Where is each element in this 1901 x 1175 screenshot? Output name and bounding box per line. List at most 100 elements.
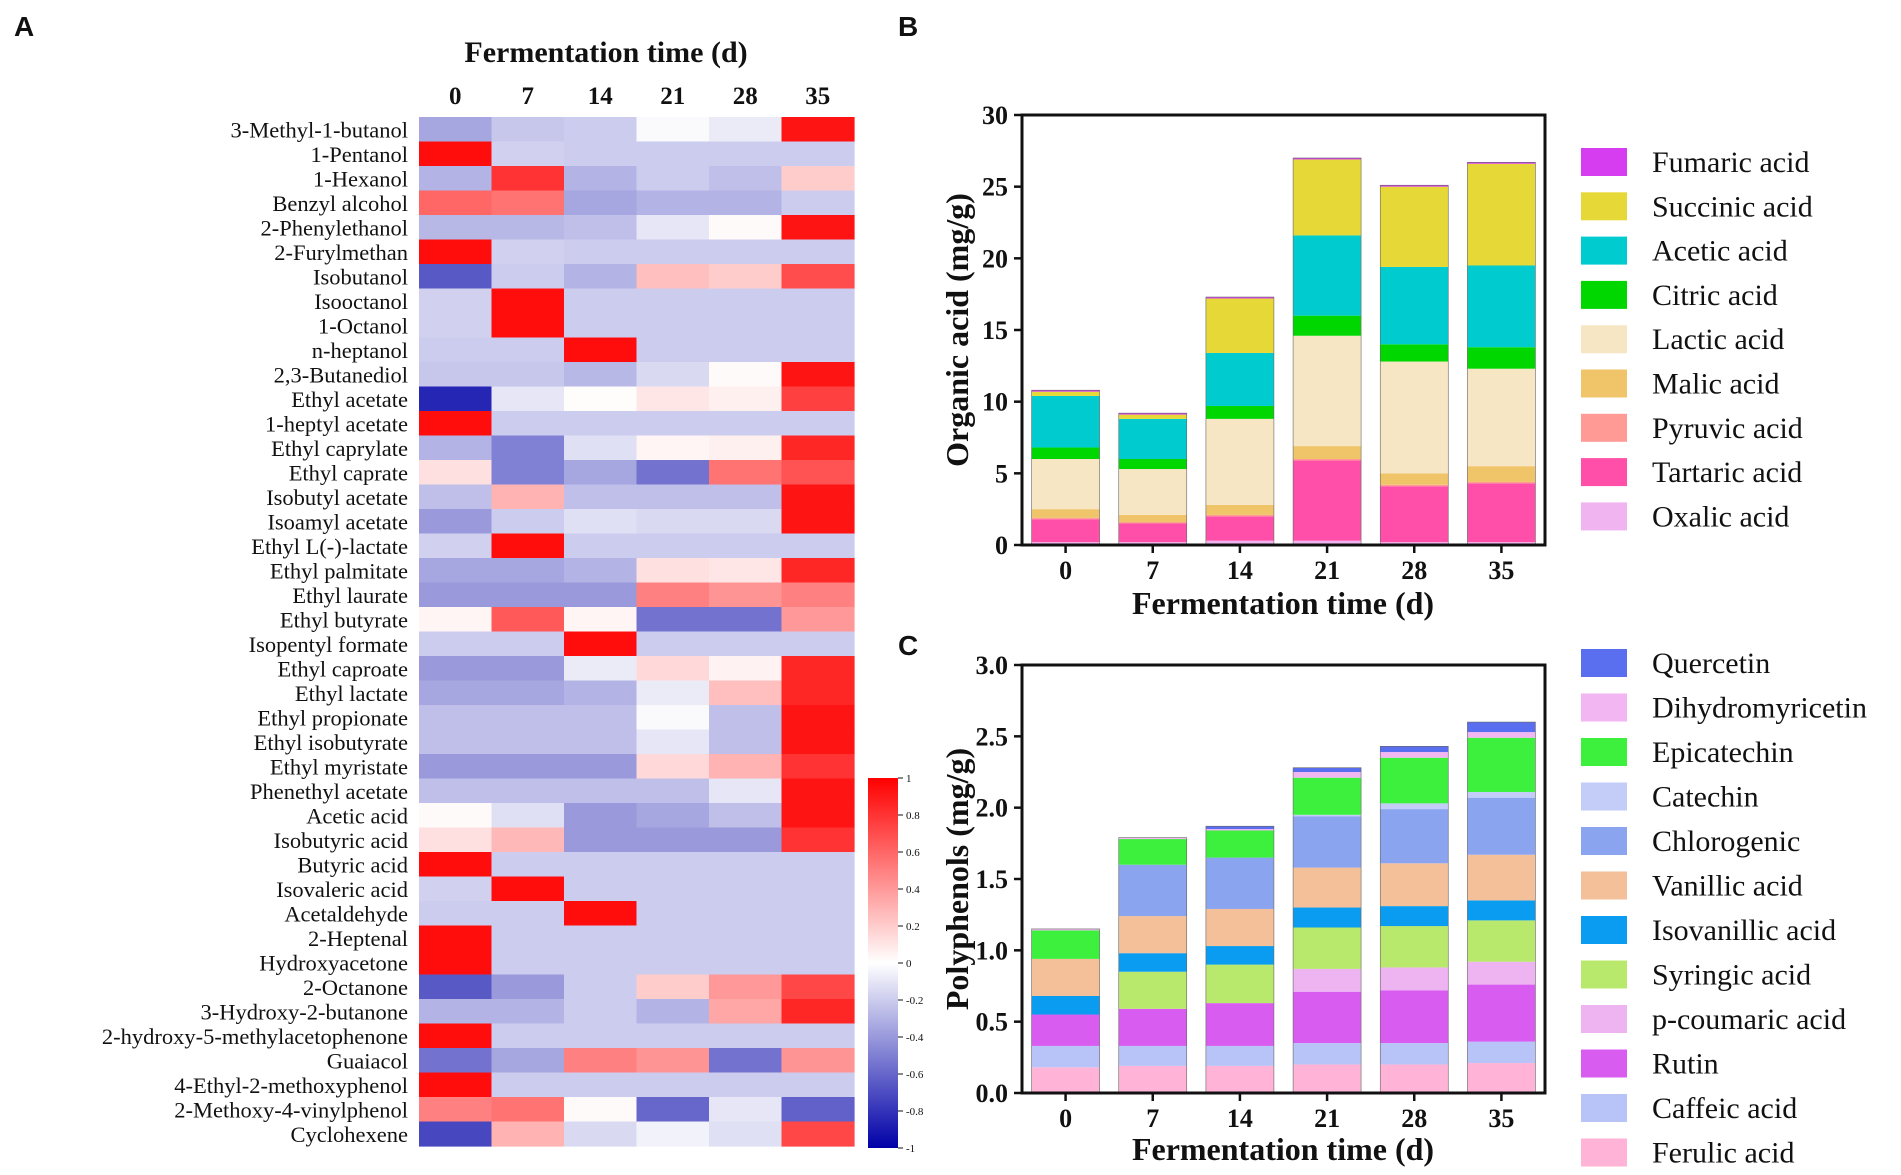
heatmap-cell [636, 901, 710, 927]
polyphenol-bar-segment [1293, 907, 1362, 928]
heatmap-cell [636, 925, 710, 951]
heatmap-cell [781, 656, 855, 682]
heatmap-row-label: 2-Phenylethanol [261, 215, 408, 240]
heatmap-cell [419, 876, 493, 902]
heatmap-cell [636, 656, 710, 682]
polyphenol-bar-segment [1205, 857, 1274, 909]
heatmap-cell [491, 631, 565, 657]
legend-swatch [1581, 693, 1627, 722]
heatmap-cell [491, 141, 565, 167]
polyphenol-bar-segment [1118, 1045, 1187, 1066]
heatmap-cell [709, 925, 783, 951]
heatmap-cell [491, 778, 565, 804]
heatmap-row-label: n-heptanol [312, 338, 408, 363]
organic-acid-bar-segment [1031, 519, 1100, 543]
heatmap-cell [564, 117, 638, 143]
heatmap-row-label: Hydroxyacetone [259, 950, 408, 975]
heatmap-cell [419, 484, 493, 510]
heatmap-cell [419, 386, 493, 412]
heatmap-row-label: Isooctanol [314, 289, 408, 314]
heatmap-cell [781, 631, 855, 657]
polyphenol-bar-segment [1380, 757, 1449, 804]
heatmap-cell [781, 827, 855, 853]
polyphenol-bar-segment [1205, 826, 1274, 830]
heatmap-row-label: Ethyl lactate [295, 681, 408, 706]
legend-swatch [1581, 827, 1627, 855]
heatmap-cell [564, 533, 638, 559]
colorbar-tick-label: -0.8 [906, 1106, 924, 1118]
legend-label: Dihydromyricetin [1652, 692, 1867, 725]
polyphenol-bar-segment [1467, 920, 1536, 962]
heatmap-cell [636, 509, 710, 535]
organic-acid-bar-segment [1293, 540, 1362, 545]
heatmap-cell [419, 264, 493, 290]
heatmap-cell [491, 1023, 565, 1049]
organic-acid-bar-segment [1031, 509, 1100, 518]
heatmap-row-label: Isoamyl acetate [267, 509, 408, 534]
colorbar-tick-label: 1 [906, 773, 912, 785]
heatmap-cell [419, 558, 493, 584]
x-tick-label: 7 [1146, 556, 1159, 585]
heatmap-row-label: 3-Methyl-1-butanol [231, 117, 408, 142]
heatmap-row-label: Ethyl propionate [257, 705, 408, 730]
polyphenol-bar-segment [1205, 829, 1274, 831]
heatmap-row-label: Isobutyric acid [274, 828, 408, 853]
heatmap-cell [419, 950, 493, 976]
heatmap-column-label: 28 [733, 83, 758, 110]
heatmap-row-label: 2-Octanone [303, 975, 408, 1000]
heatmap-cell [564, 778, 638, 804]
heatmap-cell [491, 264, 565, 290]
organic-acid-bar-segment [1380, 185, 1449, 187]
heatmap-cell [709, 460, 783, 486]
organic-acid-bar-segment [1205, 297, 1274, 299]
heatmap-cell [709, 705, 783, 731]
polyphenol-bar-segment [1205, 946, 1274, 965]
heatmap-column-label: 35 [805, 83, 830, 110]
heatmap-cell [636, 607, 710, 633]
polyphenol-bar-segment [1205, 830, 1274, 858]
heatmap-cell [781, 607, 855, 633]
polyphenol-bar-segment [1031, 1014, 1100, 1046]
heatmap-cell [419, 533, 493, 559]
heatmap-cell [491, 362, 565, 388]
organic-acid-bar-segment [1467, 481, 1536, 484]
heatmap-cell [564, 264, 638, 290]
organic-acid-bar-segment [1118, 469, 1187, 515]
polyphenol-bar-segment [1380, 809, 1449, 864]
polyphenol-axes-frame [1020, 663, 1547, 1095]
heatmap-cell [419, 901, 493, 927]
heatmap-cell [491, 386, 565, 412]
heatmap-cell [709, 680, 783, 706]
heatmap-cell [781, 680, 855, 706]
polyphenol-bar-segment [1205, 1045, 1274, 1066]
legend-label: Succinic acid [1652, 190, 1813, 223]
heatmap-cell [781, 288, 855, 314]
heatmap-cell [419, 656, 493, 682]
heatmap-row-label: Ethyl acetate [291, 387, 408, 412]
y-tick-label: 1.5 [976, 865, 1009, 894]
legend-swatch [1581, 782, 1627, 811]
heatmap-cell [491, 901, 565, 927]
heatmap-cell [709, 337, 783, 363]
x-tick-label: 21 [1314, 556, 1340, 585]
polyphenol-bar-segment [1467, 791, 1536, 798]
legend-swatch [1581, 960, 1627, 989]
legend-swatch [1581, 413, 1627, 442]
colorbar-tick-label: -0.2 [906, 995, 923, 1007]
polyphenol-bar-segment [1467, 854, 1536, 901]
heatmap-row-label: 1-heptyl acetate [265, 411, 408, 436]
heatmap-cell [781, 974, 855, 1000]
heatmap-row-label: 2-Methoxy-4-vinylphenol [174, 1097, 408, 1122]
heatmap-cell [419, 362, 493, 388]
organic-acid-bar-segment [1205, 516, 1274, 541]
polyphenol-bar-segment [1118, 916, 1187, 954]
y-tick-label: 20 [982, 244, 1008, 273]
polyphenol-bar-segment [1118, 1008, 1187, 1046]
legend-swatch [1581, 369, 1627, 398]
heatmap-cell [564, 386, 638, 412]
polyphenol-bar-segment [1293, 814, 1362, 817]
y-tick-label: 10 [982, 388, 1008, 417]
heatmap-cell [564, 680, 638, 706]
heatmap-cell [636, 705, 710, 731]
heatmap-cell [636, 484, 710, 510]
